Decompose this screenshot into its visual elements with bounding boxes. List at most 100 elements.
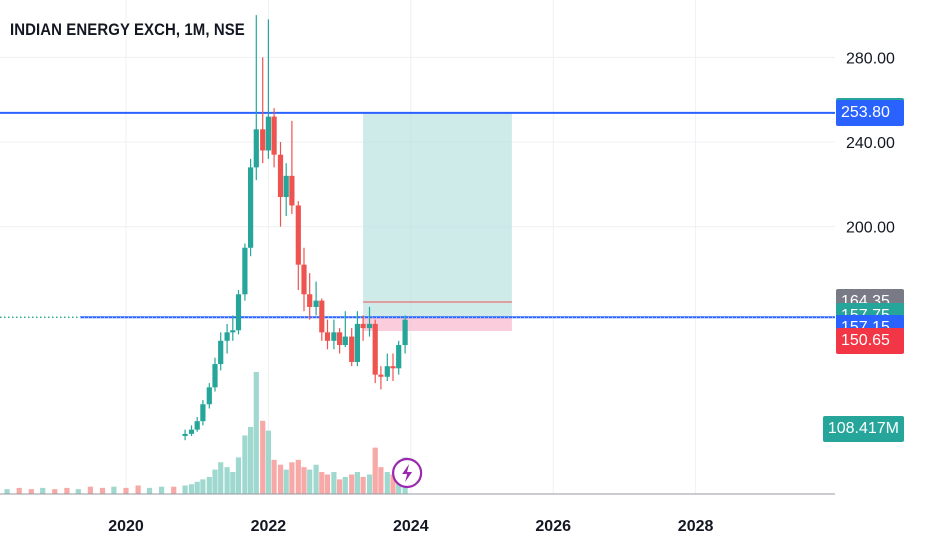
candle-body [354, 323, 360, 362]
candle-body [337, 332, 343, 346]
target-zone [363, 112, 512, 318]
volume-bar [52, 489, 58, 494]
volume-bar [16, 487, 22, 494]
volume-bar [271, 459, 277, 494]
volume-bar [230, 472, 236, 494]
x-tick-label: 2020 [108, 518, 144, 535]
candle-body [235, 294, 242, 331]
volume-bar [349, 474, 355, 494]
candle-body [378, 374, 384, 377]
x-tick-label: 2026 [535, 518, 571, 535]
candle-body [324, 332, 331, 341]
candle-body [206, 387, 212, 405]
candle-body [200, 404, 206, 422]
volume-bar [235, 457, 242, 494]
volume-bar [265, 430, 271, 494]
x-tick-label: 2028 [678, 518, 714, 535]
volume-bar [248, 426, 254, 494]
x-tick-label: 2024 [393, 518, 429, 535]
volume-bar [360, 476, 366, 494]
volume-bar [277, 464, 284, 494]
volume-bar [319, 472, 325, 494]
volume-bar [224, 467, 230, 494]
price-tag-value: 253.80 [841, 103, 890, 121]
volume-bar [295, 459, 301, 494]
candle-body [372, 323, 378, 375]
volume-bar [75, 489, 81, 494]
candle-body [212, 364, 218, 388]
volume-bar [194, 481, 200, 494]
price-tag: 108.417M [822, 415, 904, 442]
volume-bar [313, 464, 319, 494]
volume-bar [4, 489, 10, 494]
candle-body [224, 332, 230, 341]
volume-bar [390, 474, 396, 494]
candle-body [390, 366, 396, 369]
candle-body [283, 175, 289, 197]
volume-bar [384, 472, 390, 494]
volume-bar [337, 479, 343, 494]
price-tag: 150.65 [836, 327, 904, 354]
volume-bar [242, 435, 248, 494]
volume-bar [123, 487, 129, 494]
x-tick-label: 2022 [251, 518, 287, 535]
candle-body [307, 294, 313, 307]
volume-bar [301, 467, 307, 494]
candle-body [242, 247, 248, 295]
candle-body [349, 336, 355, 362]
candle-body [277, 154, 284, 197]
volume-bar [64, 487, 70, 494]
volume-bar [40, 487, 46, 494]
price-tag-value: 150.65 [841, 331, 890, 349]
candle-body [265, 116, 271, 151]
price-tag: 253.80 [836, 99, 904, 126]
volume-bar [342, 476, 348, 494]
bolt-icon [402, 464, 413, 482]
volume-bar [135, 485, 141, 494]
volume-bar [146, 487, 153, 494]
candle-body [342, 336, 348, 346]
candle-body [360, 323, 366, 329]
volume-bar [253, 372, 259, 494]
volume-bar [378, 467, 384, 494]
candle-body [384, 366, 390, 377]
candle-body [301, 264, 307, 295]
candle-body [253, 129, 259, 168]
candle-body [182, 433, 188, 436]
candle-body [194, 421, 200, 430]
volume-bar [171, 486, 177, 494]
volume-bar [218, 462, 224, 494]
stop-zone [363, 317, 512, 331]
volume-bar [99, 487, 106, 494]
volume-bar [331, 472, 337, 494]
chart-title: INDIAN ENERGY EXCH, 1M, NSE [10, 20, 245, 39]
candle-body [366, 323, 373, 329]
candle-body [230, 330, 236, 333]
volume-bar [159, 486, 165, 494]
candle-body [331, 332, 337, 341]
volume-bar [289, 462, 295, 494]
candle-body [248, 167, 254, 248]
volume-bar [372, 447, 378, 494]
y-tick-label: 280.00 [846, 50, 895, 67]
volume-bar [28, 489, 34, 494]
candle-body [396, 345, 402, 369]
candle-body [188, 429, 195, 434]
volume-bar [188, 484, 195, 494]
volume-bar [307, 469, 313, 494]
candle-body [271, 116, 277, 155]
volume-bar [366, 474, 373, 494]
y-tick-label: 200.00 [846, 220, 895, 237]
volume-bar [206, 476, 212, 494]
candle-body [289, 175, 295, 206]
volume-bar [212, 469, 218, 494]
y-tick-label: 240.00 [846, 135, 895, 152]
volume-bar [182, 485, 188, 494]
volume-bar [324, 474, 331, 494]
price-tag-value: 108.417M [827, 419, 899, 437]
candle-body [260, 129, 266, 151]
candle-body [313, 300, 319, 307]
candle-body [295, 205, 301, 265]
candle-body [402, 319, 408, 346]
